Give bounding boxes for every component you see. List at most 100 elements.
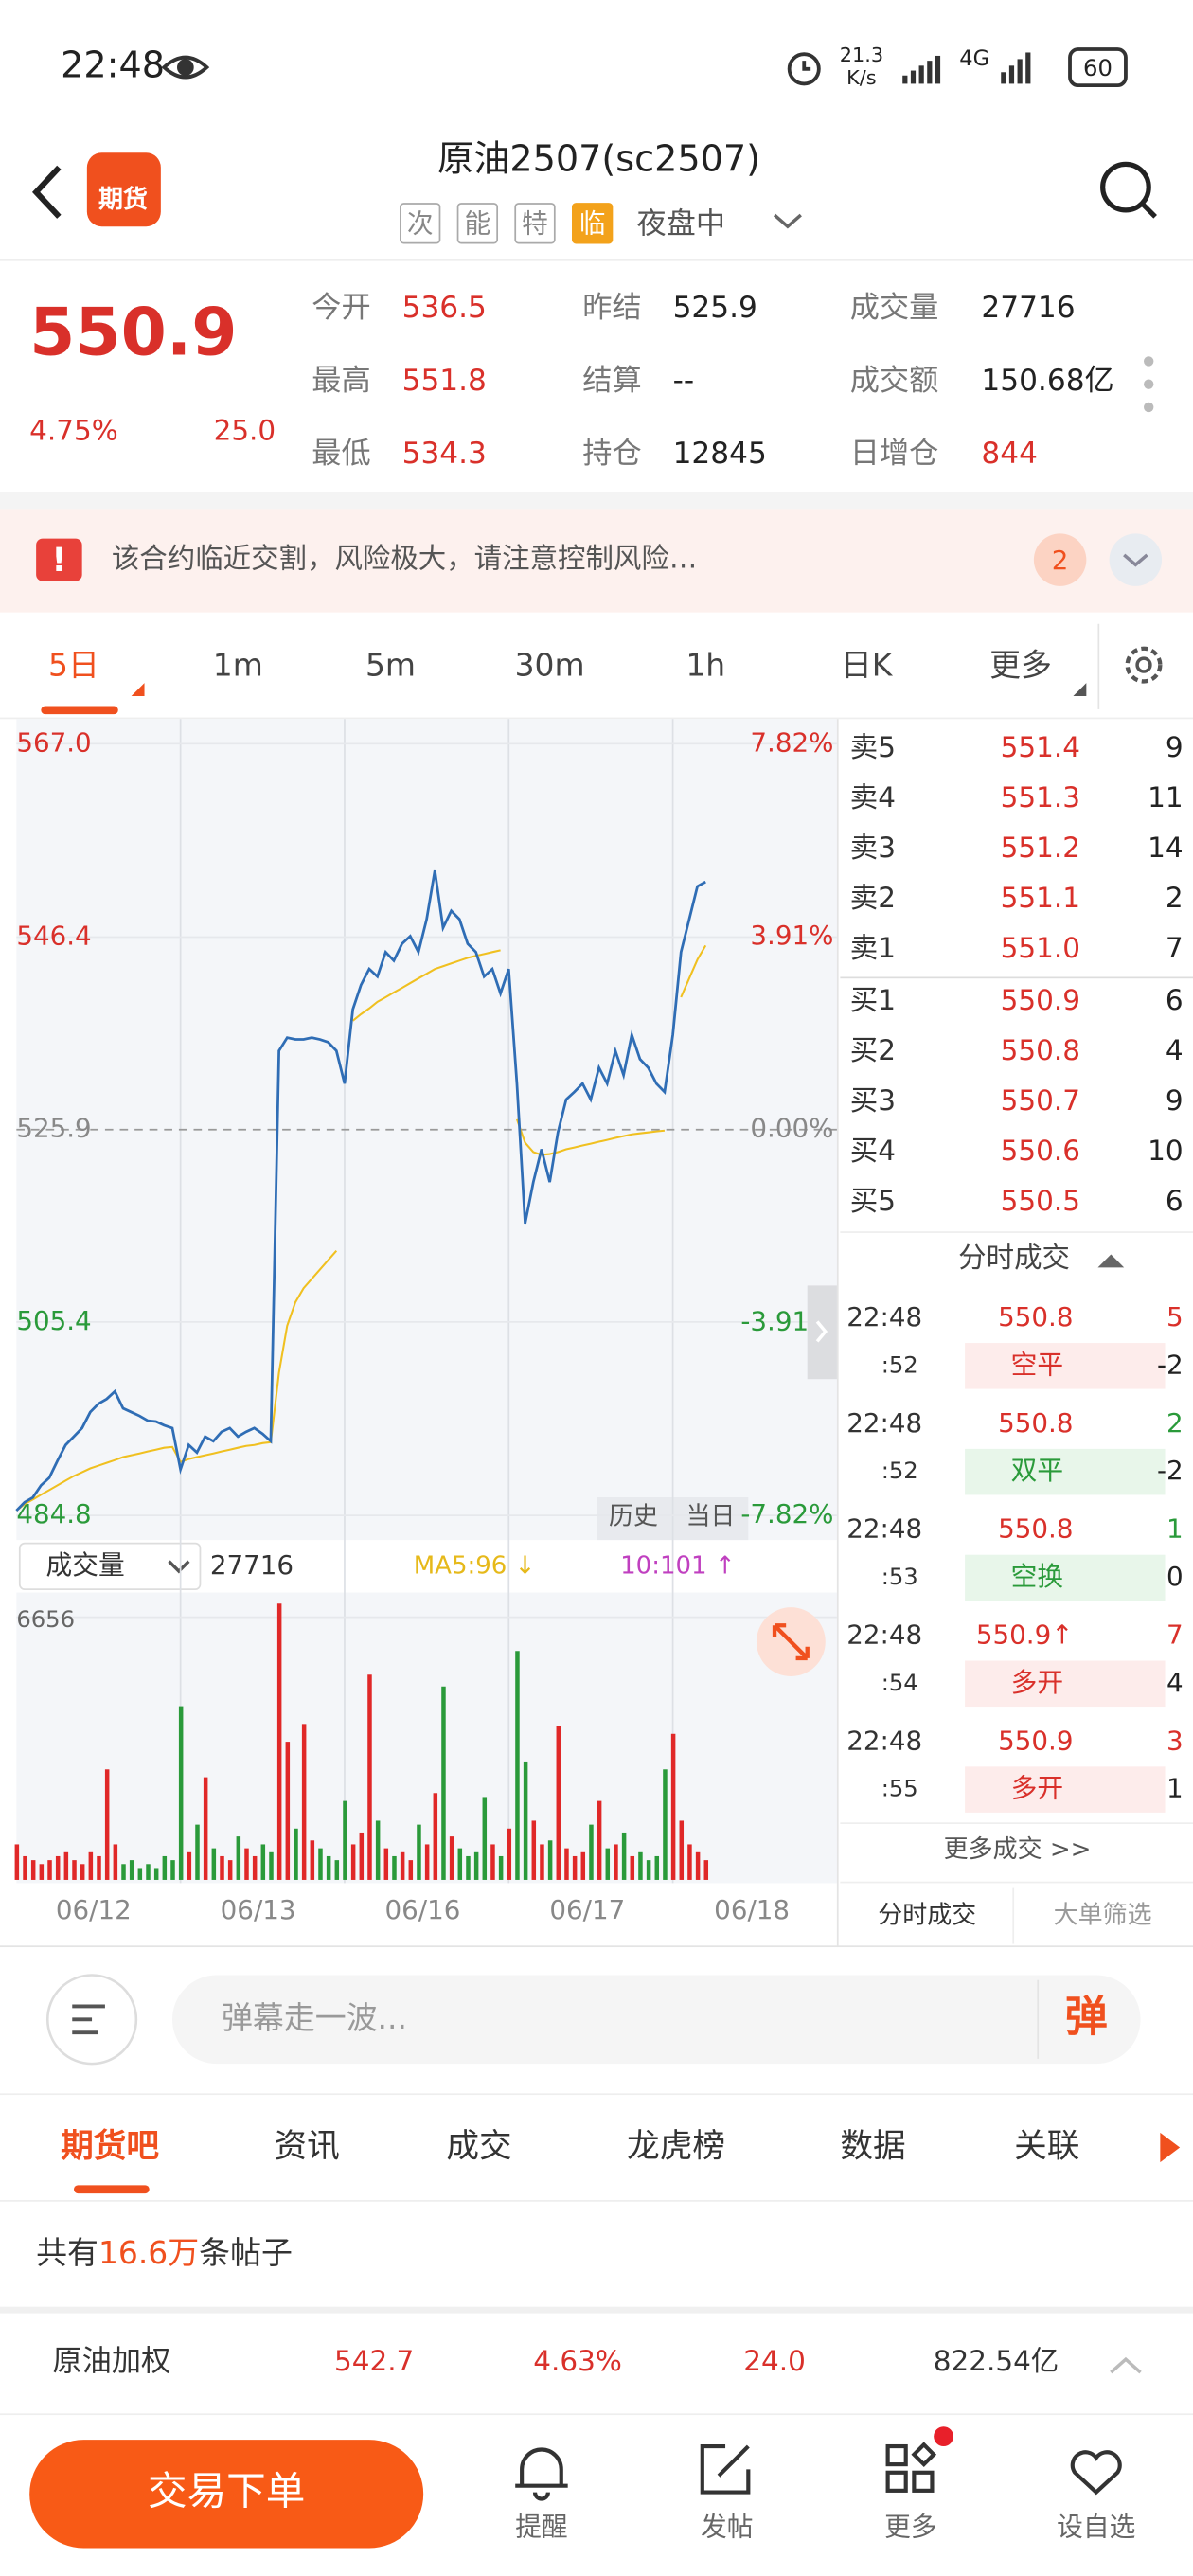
field-label: 成交量 xyxy=(850,291,939,325)
x-tick-label: 06/12 xyxy=(56,1894,132,1925)
back-button[interactable] xyxy=(31,165,62,219)
volume-bar xyxy=(408,1860,414,1880)
divider xyxy=(0,2093,1193,2096)
divider xyxy=(1012,1887,1015,1944)
period-tab[interactable]: 1m xyxy=(213,646,263,683)
volume-bar xyxy=(170,1860,175,1880)
post-count-part: 条帖子 xyxy=(199,2234,293,2271)
nav-label[interactable]: 设自选 xyxy=(1057,2512,1135,2543)
volume-bar xyxy=(23,1855,27,1880)
volume-bar xyxy=(129,1860,134,1880)
trade-type-bg xyxy=(965,1660,1166,1708)
volume-bar xyxy=(375,1820,381,1880)
more-dots[interactable] xyxy=(1144,356,1154,413)
tag-box xyxy=(400,203,441,244)
bell-icon[interactable] xyxy=(515,2447,568,2501)
tag: 临 xyxy=(579,207,606,239)
period-tab[interactable]: 5日 xyxy=(48,646,99,683)
tab-underline xyxy=(41,706,118,715)
volume-bar xyxy=(104,1769,110,1880)
volume-bar xyxy=(383,1848,389,1880)
bar xyxy=(935,55,941,84)
volume-bar xyxy=(498,1855,504,1880)
dot xyxy=(1144,379,1154,389)
volume-bar xyxy=(153,1868,159,1880)
trades-tab[interactable]: 大单筛选 xyxy=(1054,1902,1152,1930)
book-qty: 9 xyxy=(1166,731,1184,763)
signal-bars xyxy=(902,52,1031,84)
volume-bar xyxy=(392,1855,397,1880)
panel-handle[interactable] xyxy=(807,1285,837,1380)
volume-bar xyxy=(14,1844,20,1880)
volume-bar xyxy=(621,1832,627,1880)
trade-button-label[interactable]: 交易下单 xyxy=(148,2467,305,2513)
period-tab[interactable]: 1h xyxy=(686,646,725,683)
volume-bar xyxy=(285,1742,291,1880)
collapse-triangle xyxy=(1097,1254,1125,1268)
volume-bar xyxy=(162,1855,168,1880)
grid-icon[interactable] xyxy=(885,2443,908,2467)
period-tab[interactable]: 5m xyxy=(365,646,416,683)
trades-tab[interactable]: 分时成交 xyxy=(878,1902,976,1930)
volume-bar xyxy=(137,1868,143,1880)
heart-icon[interactable] xyxy=(1070,2450,1122,2496)
chart-button[interactable]: 历史 xyxy=(609,1502,658,1530)
linked-expand[interactable] xyxy=(1110,2356,1142,2374)
trade-time: 22:48 xyxy=(846,1301,922,1333)
volume-bar xyxy=(507,1828,512,1880)
search-button[interactable] xyxy=(1100,161,1151,213)
volume-bar xyxy=(424,1844,430,1880)
period-tab[interactable]: 日K xyxy=(841,646,894,683)
x-tick-label: 06/18 xyxy=(714,1894,790,1925)
nav-label[interactable]: 更多 xyxy=(884,2512,936,2543)
logo xyxy=(86,152,161,227)
comment-input[interactable] xyxy=(171,1975,1141,2065)
trade-type: 空平 xyxy=(1011,1349,1063,1380)
alert-expand[interactable] xyxy=(1109,533,1163,586)
volume-bar xyxy=(433,1793,438,1880)
volume-selector[interactable] xyxy=(18,1542,202,1590)
content-tab[interactable]: 成交 xyxy=(446,2128,511,2166)
period-tab[interactable]: 更多 xyxy=(989,646,1052,683)
bar xyxy=(1008,65,1015,84)
battery: 60 xyxy=(1083,54,1113,81)
volume-bar xyxy=(663,1769,668,1880)
trade-price: 550.8 xyxy=(998,1513,1073,1545)
trade-type: 多开 xyxy=(1011,1773,1063,1804)
volume-bar xyxy=(547,1840,553,1880)
divider xyxy=(840,1822,1193,1825)
volume-bar xyxy=(310,1840,315,1880)
danmaku-button[interactable]: 弹 xyxy=(1065,1991,1108,2041)
y2-tick-label: 3.91% xyxy=(750,920,833,951)
content-tab[interactable]: 资讯 xyxy=(274,2128,339,2166)
period-tab[interactable]: 30m xyxy=(515,646,585,683)
nav-label[interactable]: 发帖 xyxy=(701,2512,753,2543)
volume-bar xyxy=(589,1824,594,1880)
y-tick-label: 546.4 xyxy=(16,921,91,952)
logo-text: 期货 xyxy=(98,185,148,214)
post-icon[interactable] xyxy=(700,2443,751,2495)
content-tab[interactable]: 期货吧 xyxy=(61,2128,159,2166)
divider xyxy=(1097,623,1100,709)
search-handle xyxy=(1140,202,1157,219)
content-tab[interactable]: 关联 xyxy=(1014,2128,1079,2166)
book-label: 卖5 xyxy=(850,731,896,763)
more-trades[interactable]: 更多成交 >> xyxy=(944,1835,1092,1864)
book-qty: 4 xyxy=(1166,1034,1184,1066)
volume-bar xyxy=(490,1844,495,1880)
y2-tick-label: 7.82% xyxy=(750,726,833,758)
field-label: 日增仓 xyxy=(850,437,939,471)
tabs-scroll-arrow[interactable] xyxy=(1160,2132,1181,2163)
trade-button[interactable] xyxy=(29,2440,424,2549)
divider xyxy=(0,259,1193,261)
nav-label[interactable]: 提醒 xyxy=(515,2512,567,2543)
settings-button[interactable] xyxy=(1125,646,1163,684)
chart-button[interactable]: 当日 xyxy=(686,1502,735,1530)
content-tab[interactable]: 数据 xyxy=(840,2128,905,2166)
session-chevron[interactable] xyxy=(773,213,802,229)
book-price: 550.9 xyxy=(1001,984,1080,1016)
content-tab[interactable]: 龙虎榜 xyxy=(627,2128,725,2166)
book-label: 买3 xyxy=(850,1084,896,1117)
divider xyxy=(0,1945,1193,1948)
bar xyxy=(1025,52,1031,84)
